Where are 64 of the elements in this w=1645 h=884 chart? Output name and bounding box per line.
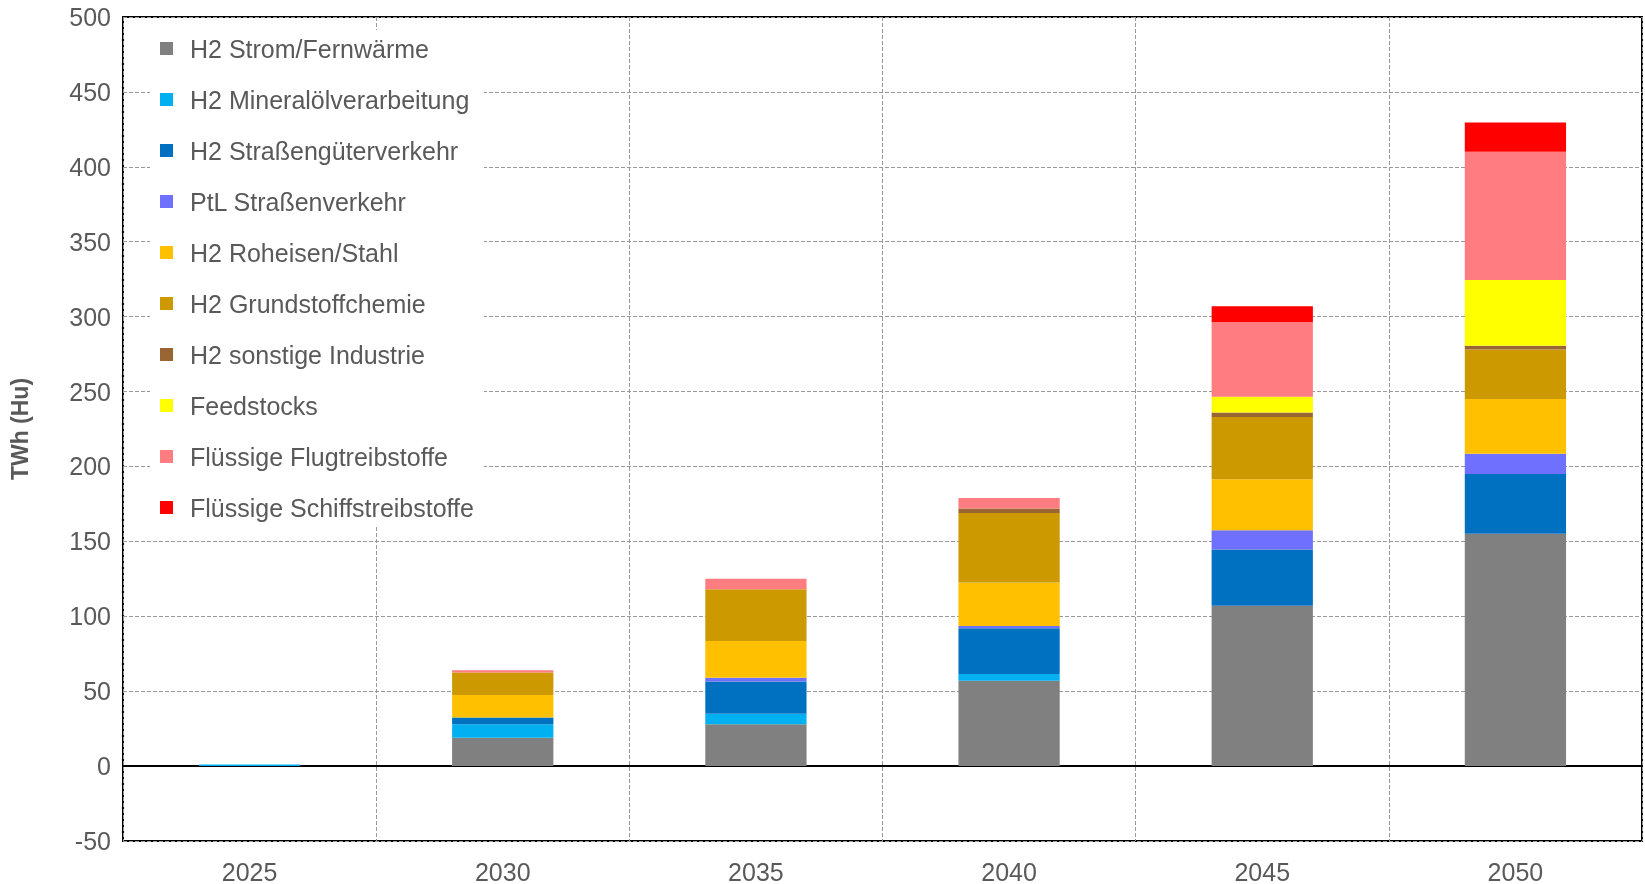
y-tick-label: 0 (97, 752, 111, 781)
bar (958, 512, 1060, 583)
bar (1464, 279, 1567, 346)
bar (1211, 530, 1313, 550)
bar (1464, 473, 1567, 534)
legend-label: H2 Straßengüterverkehr (190, 136, 459, 165)
x-tick-label: 2040 (981, 857, 1037, 884)
y-tick-label: 500 (69, 3, 111, 31)
legend-label: Flüssige Schiffstreibstoffe (190, 493, 474, 522)
bar (1211, 306, 1313, 322)
bar (705, 681, 807, 714)
legend-label: H2 Grundstoffchemie (190, 289, 426, 318)
y-tick-label: 300 (69, 302, 111, 331)
y-tick-label: 50 (83, 677, 111, 706)
legend-label: H2 Roheisen/Stahl (190, 238, 399, 267)
x-tick-label: 2030 (474, 857, 531, 884)
bar (705, 589, 807, 641)
bar (1211, 321, 1313, 397)
y-tick-label: 100 (69, 602, 111, 631)
bar (1211, 479, 1313, 531)
x-tick-label: 2050 (1487, 857, 1544, 884)
bar (958, 680, 1060, 767)
y-tick-label: -50 (74, 827, 111, 855)
bar (452, 724, 554, 738)
x-tick-label: 2045 (1234, 857, 1291, 884)
bar (705, 713, 807, 725)
y-tick-label: 250 (69, 377, 111, 406)
bar (1464, 453, 1567, 474)
bar (1211, 549, 1313, 606)
y-tick-label: 150 (69, 527, 111, 556)
bar (958, 508, 1060, 513)
bar (705, 724, 807, 767)
bar (958, 582, 1060, 627)
y-tick-label: 450 (69, 77, 111, 106)
y-tick-label: 350 (69, 227, 111, 256)
bar (452, 672, 554, 695)
bar (452, 717, 554, 725)
bar (1464, 345, 1567, 350)
bar (1464, 151, 1567, 280)
legend-label: Flüssige Flugtreibstoffe (190, 442, 448, 471)
legend-label: H2 sonstige Industrie (190, 340, 425, 369)
bar (958, 673, 1060, 681)
bar (1464, 122, 1567, 152)
x-tick-label: 2025 (221, 857, 278, 884)
bar (1211, 605, 1313, 767)
x-tick-label: 2035 (728, 857, 784, 884)
bar (1211, 417, 1313, 480)
y-tick-label: 200 (69, 452, 111, 481)
bar (452, 694, 554, 718)
y-axis-title: TWh (Hu) (6, 377, 33, 481)
bar (958, 497, 1060, 509)
bar (1464, 399, 1567, 454)
bar (705, 640, 807, 678)
bar (705, 578, 807, 590)
bar (452, 737, 554, 767)
legend-label: H2 Mineralölverarbeitung (190, 85, 470, 114)
legend-label: Feedstocks (190, 391, 318, 420)
y-tick-label: 400 (69, 152, 111, 181)
legend-label: PtL Straßenverkehr (190, 187, 406, 216)
legend-label: H2 Strom/Fernwärme (190, 34, 429, 63)
bar (1211, 396, 1313, 413)
bar (1464, 349, 1567, 400)
bar (1464, 533, 1567, 767)
bar (958, 628, 1060, 674)
